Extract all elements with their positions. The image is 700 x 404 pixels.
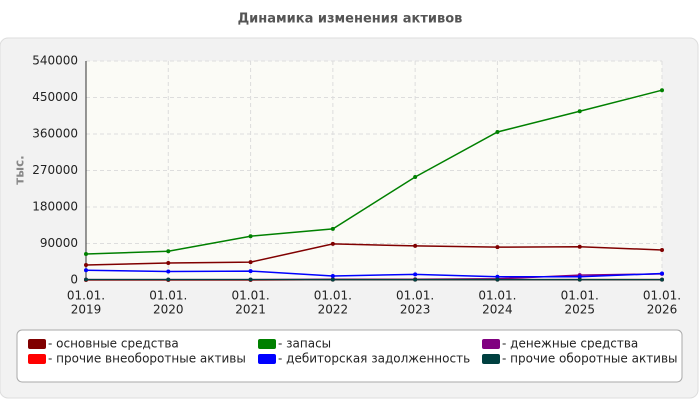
legend-label: - основные средства: [48, 337, 179, 351]
legend-swatch: [258, 339, 276, 349]
x-tick-label: 01.01.: [231, 289, 269, 303]
x-tick-label: 01.01.: [643, 289, 681, 303]
point: [495, 278, 499, 282]
x-tick-label: 01.01.: [149, 289, 187, 303]
y-tick-label: 0: [70, 273, 78, 287]
x-tick-label: 01.01.: [478, 289, 516, 303]
legend-label: - дебиторская задолженность: [278, 352, 470, 366]
point: [578, 278, 582, 282]
legend-swatch: [28, 354, 46, 364]
point: [84, 268, 88, 272]
x-tick-label: 2024: [482, 303, 513, 317]
point: [249, 269, 253, 273]
point: [578, 109, 582, 113]
y-tick-label: 90000: [40, 236, 78, 250]
point: [413, 272, 417, 276]
point: [166, 261, 170, 265]
point: [331, 278, 335, 282]
chart-title: Динамика изменения активов: [238, 12, 463, 27]
point: [249, 278, 253, 282]
legend-swatch: [258, 354, 276, 364]
point: [495, 130, 499, 134]
legend-label: - денежные средства: [502, 337, 638, 351]
point: [413, 278, 417, 282]
x-tick-label: 01.01.: [314, 289, 352, 303]
legend-swatch: [28, 339, 46, 349]
y-tick-label: 180000: [32, 200, 78, 214]
point: [495, 245, 499, 249]
point: [249, 234, 253, 238]
point: [660, 278, 664, 282]
y-tick-label: 540000: [32, 54, 78, 68]
x-tick-label: 2022: [318, 303, 349, 317]
y-tick-label: 360000: [32, 127, 78, 141]
y-tick-label: 270000: [32, 163, 78, 177]
x-tick-label: 2026: [647, 303, 678, 317]
x-tick-label: 2020: [153, 303, 184, 317]
point: [249, 260, 253, 264]
x-tick-label: 2019: [71, 303, 102, 317]
point: [84, 252, 88, 256]
point: [660, 88, 664, 92]
point: [84, 263, 88, 267]
point: [331, 242, 335, 246]
x-tick-label: 2025: [564, 303, 595, 317]
legend-swatch: [482, 354, 500, 364]
x-tick-label: 01.01.: [561, 289, 599, 303]
point: [331, 227, 335, 231]
x-tick-label: 01.01.: [396, 289, 434, 303]
y-tick-label: 450000: [32, 90, 78, 104]
legend-label: - прочие оборотные активы: [502, 352, 678, 366]
x-tick-label: 2023: [400, 303, 431, 317]
y-axis-label: тыс.: [13, 155, 27, 184]
point: [166, 249, 170, 253]
point: [413, 175, 417, 179]
x-tick-label: 2021: [235, 303, 266, 317]
point: [413, 244, 417, 248]
point: [84, 278, 88, 282]
point: [166, 278, 170, 282]
legend-label: - прочие внеоборотные активы: [48, 352, 246, 366]
point: [660, 248, 664, 252]
point: [331, 274, 335, 278]
x-tick-label: 01.01.: [67, 289, 105, 303]
point: [578, 245, 582, 249]
point: [660, 272, 664, 276]
legend-swatch: [482, 339, 500, 349]
legend-label: - запасы: [278, 337, 331, 351]
point: [166, 269, 170, 273]
